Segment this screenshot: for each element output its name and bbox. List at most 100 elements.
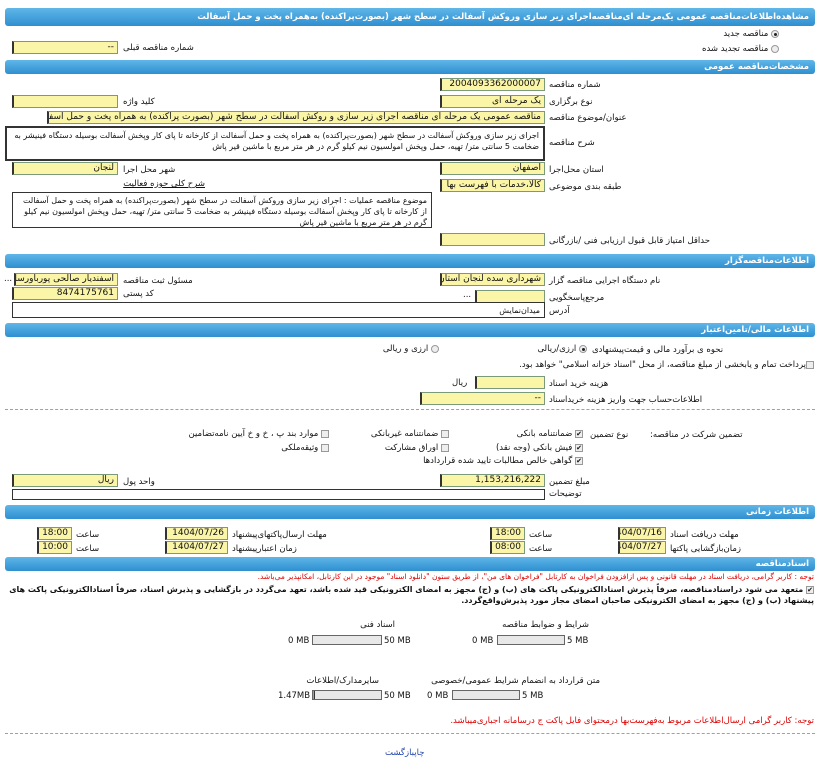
file-used-conditions: 0 MB (472, 636, 494, 646)
send-date-field[interactable]: 1404/07/26 (165, 527, 228, 540)
file-max-contract: 5 MB (522, 691, 544, 701)
open-time-label: ساعت (529, 544, 553, 554)
subject-field[interactable]: مناقصه عمومی یک مرحله ای مناقصه اجرای زی… (47, 111, 545, 124)
section-timing: اطلاعات زمانی (5, 505, 815, 519)
tender-number-label: شماره مناقصه (549, 80, 601, 90)
file-label-other: سایرمدارک/اطلاعات (306, 676, 379, 686)
send-label: مهلت ارسال‌پاکتهای‌پیشنهاد (232, 530, 327, 540)
responsible-more-button[interactable]: ... (4, 274, 13, 284)
receive-time-label: ساعت (529, 530, 553, 540)
doc-cost-unit: ریال (452, 378, 468, 388)
file-max-conditions: 5 MB (567, 636, 589, 646)
radio-new-tender[interactable]: مناقصه جدید (723, 29, 779, 39)
activity-label: شرح کلی حوزه فعالیت (123, 179, 205, 189)
guarantee-bonds-label: اوراق مشارکت (384, 443, 439, 453)
guarantee-claims[interactable]: ✔ گواهی خالص مطالبات تایید شده قراردادها (423, 456, 583, 466)
file-label-contract: متن قرارداد به انضمام شرایط عمومی/خصوصی (431, 676, 600, 686)
footer-divider (5, 733, 815, 734)
doc-cost-field[interactable] (475, 376, 545, 389)
guarantee-type-label: نوع تضمین (590, 430, 629, 440)
guarantee-cash[interactable]: ✔ فیش بانکی (وجه نقد) (495, 443, 583, 453)
currency-field[interactable]: ریال (12, 474, 118, 487)
valid-date-field[interactable]: 1404/07/27 (165, 541, 228, 554)
guarantee-claims-label: گواهی خالص مطالبات تایید شده قراردادها (423, 456, 573, 466)
receive-time-field[interactable]: 18:00 (490, 527, 525, 540)
postal-field[interactable]: 8474175761 (12, 287, 118, 300)
keyword-label: کلید واژه (123, 97, 155, 107)
currency-label: واحد پول (123, 477, 155, 487)
keyword-field[interactable] (12, 95, 118, 108)
guarantee-property[interactable]: وثیقه‌ملکی (281, 443, 329, 453)
radio-currency-rial[interactable]: ارزی و ریالی (383, 344, 439, 354)
valid-time-field[interactable]: 10:00 (37, 541, 72, 554)
valid-time-label: ساعت (76, 544, 100, 554)
docs-note: توجه : کاربر گرامی، دریافت اسناد در مهلت… (257, 572, 814, 581)
back-link[interactable]: بازگشت (385, 748, 415, 758)
guarantee-property-label: وثیقه‌ملکی (281, 443, 319, 453)
receive-label: مهلت دریافت اسناد (670, 530, 739, 540)
file-progress-contract (452, 690, 520, 700)
description-label: شرح مناقصه (549, 138, 595, 148)
prev-number-label: شماره مناقصه قبلی (123, 43, 194, 53)
guarantee-bylaw[interactable]: موارد بند پ ، خ و خ آیین نامه‌تضامین (189, 429, 329, 439)
notes-label: توضیحات (549, 489, 582, 499)
account-field[interactable]: -- (420, 392, 545, 405)
amount-label: مبلغ تضمین (549, 477, 590, 487)
file-label-technical: اسناد فنی (360, 620, 395, 630)
guarantee-bonds[interactable]: اوراق مشارکت (385, 443, 449, 453)
address-box: میدان‌نمایش (12, 302, 545, 318)
holding-type-label: نوع برگزاری (549, 97, 593, 107)
referral-more-button[interactable]: ... (463, 290, 472, 300)
page-title: مشاهده‌اطلاعات‌مناقصه عمومی یک‌مرحله ای‌… (5, 8, 815, 26)
holding-type-field[interactable]: یک مرحله ای (440, 95, 545, 108)
city-field[interactable]: لنجان (12, 162, 118, 175)
category-field[interactable]: کالا،خدمات با فهرست بها (440, 179, 545, 192)
open-date-field[interactable]: 1404/07/27 (618, 541, 666, 554)
description-box: اجرای زیر سازی وروکش آسفالت در سطح شهر (… (5, 126, 545, 161)
address-label: آدرس (549, 306, 570, 316)
min-score-field[interactable] (440, 233, 545, 246)
postal-label: کد پستی (123, 289, 154, 299)
commit-label: متعهد می شود دراسنادمناقصه، صرفاً پذیرش … (9, 585, 814, 605)
open-time-field[interactable]: 08:00 (490, 541, 525, 554)
file-progress-fill (313, 691, 316, 699)
open-label: زمان‌بازگشایی پاکتها (670, 544, 741, 554)
province-field[interactable]: اصفهان (440, 162, 545, 175)
radio-currency-rial-label: ارزی و ریالی (382, 344, 429, 354)
commit-checkbox[interactable]: ✔ متعهد می شود دراسنادمناقصه، صرفاً پذیر… (9, 585, 814, 605)
responsible-field[interactable]: اسفندیار صالحی پورباورسا (14, 273, 118, 286)
file-label-conditions: شرایط و ضوابط مناقصه (502, 620, 589, 630)
file-max-technical: 50 MB (384, 636, 411, 646)
prev-number-field[interactable]: -- (12, 41, 118, 54)
file-max-other: 50 MB (384, 691, 411, 701)
responsible-label: مسئول ثبت مناقصه (123, 276, 193, 286)
radio-rial-label: ارزی/ریالی (537, 344, 577, 354)
radio-renewed-tender[interactable]: مناقصه تجدید شده (702, 44, 779, 54)
footer-links: چاپبازگشت (385, 748, 424, 758)
tender-number-field[interactable]: 2004093362000007 (440, 78, 545, 91)
receive-date-field[interactable]: 1404/07/16 (618, 527, 666, 540)
amount-field[interactable]: 1,153,216,222 (440, 474, 545, 487)
treasury-label: پرداخت تمام و یابخشی از مبلغ مناقصه، از … (519, 360, 806, 370)
doc-cost-label: هزینه خرید اسناد (549, 379, 609, 389)
min-score-label: حداقل امتیاز قابل قبول ارزیابی فنی /بازر… (549, 236, 710, 246)
referral-label: مرجع‌پاسخگویی (549, 293, 605, 303)
divider (5, 409, 815, 410)
estimate-label: نحوه ی برآورد مالی و قیمت‌پیشنهادی (592, 345, 724, 355)
send-time-label: ساعت (76, 530, 100, 540)
radio-renewed-label: مناقصه تجدید شده (702, 44, 769, 54)
section-organizer: اطلاعات‌مناقصه‌گزار (5, 254, 815, 268)
guarantee-bank[interactable]: ✔ ضمانتنامه بانکی (516, 429, 583, 439)
treasury-checkbox[interactable]: پرداخت تمام و یابخشی از مبلغ مناقصه، از … (519, 360, 814, 370)
guarantee-nonbank[interactable]: ضمانتنامه غیربانکی (371, 429, 449, 439)
print-link[interactable]: چاپ (414, 748, 425, 758)
file-progress-conditions (497, 635, 565, 645)
guarantee-nonbank-label: ضمانتنامه غیربانکی (370, 429, 439, 439)
radio-rial[interactable]: ارزی/ریالی (537, 344, 587, 354)
guarantee-cash-label: فیش بانکی (وجه نقد) (495, 443, 573, 453)
section-general: مشخصات‌مناقصه عمومی (5, 60, 815, 74)
send-time-field[interactable]: 18:00 (37, 527, 72, 540)
account-label: اطلاعات‌حساب جهت واریز هزینه خریداسناد (549, 395, 703, 405)
guarantee-bylaw-label: موارد بند پ ، خ و خ آیین نامه‌تضامین (188, 429, 319, 439)
org-field[interactable]: شهرداری سده لنجان استان (440, 273, 545, 286)
